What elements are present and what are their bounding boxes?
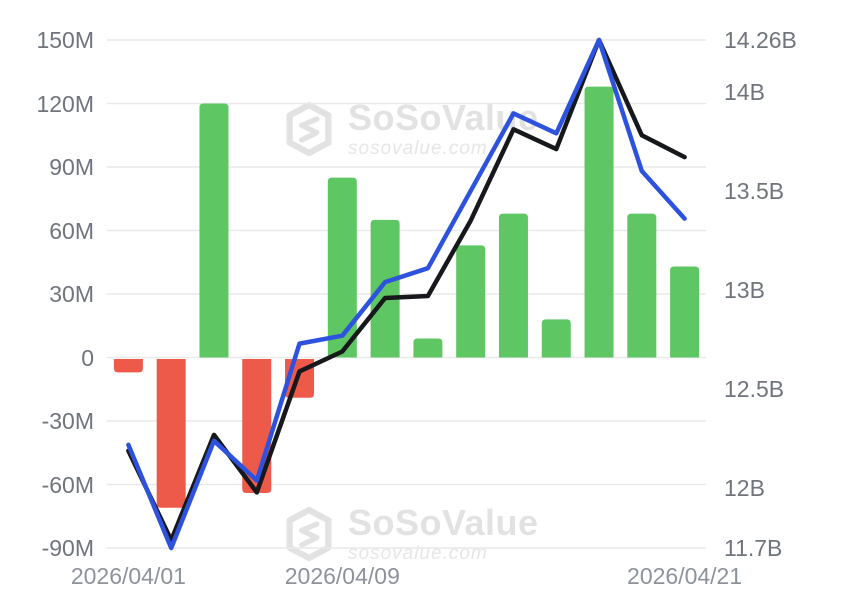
daily-net-flow-bars [156,359,186,508]
y-axis-left-tick-label: 30M [49,281,94,307]
x-axis-tick-label: 2026/04/21 [627,563,743,589]
y-axis-left-tick-label: 0 [81,344,94,371]
y-axis-right-tick-label: 12B [724,475,765,502]
y-axis-right-tick-label: 14.26B [724,27,797,53]
daily-net-flow-bars [627,213,657,358]
y-axis-left-tick-label: 150M [36,27,94,53]
x-axis-tick-label: 2026/04/09 [284,563,400,589]
daily-net-flow-bars [199,103,229,358]
daily-net-flow-bars [541,319,571,358]
y-axis-right-tick-label: 13B [724,277,765,304]
daily-net-flow-bars [413,338,443,358]
y-axis-left-tick-label: -60M [41,471,94,498]
y-axis-left-tick-label: -90M [41,535,94,561]
y-axis-left-tick-label: 60M [49,217,94,244]
daily-net-flow-bars [670,266,700,358]
y-axis-right-tick-label: 11.7B [724,535,783,561]
daily-net-flow-bars [456,245,486,358]
daily-net-flow-bars [327,177,357,358]
y-axis-left-tick-label: -30M [41,408,94,434]
y-axis-left-tick-label: 120M [36,90,94,117]
x-axis-tick-label: 2026/04/01 [70,563,186,589]
daily-net-flow-bars [370,219,400,358]
blue-line [126,37,687,551]
y-axis-right-tick-label: 14B [724,78,765,105]
y-axis-left-tick-label: 90M [49,154,94,180]
daily-net-flow-bars [113,359,143,373]
daily-net-flow-bars [584,86,614,358]
y-axis-right-tick-label: 13.5B [724,177,785,204]
y-axis-right-tick-label: 12.5B [724,376,785,403]
daily-net-flow-bars [498,213,528,358]
